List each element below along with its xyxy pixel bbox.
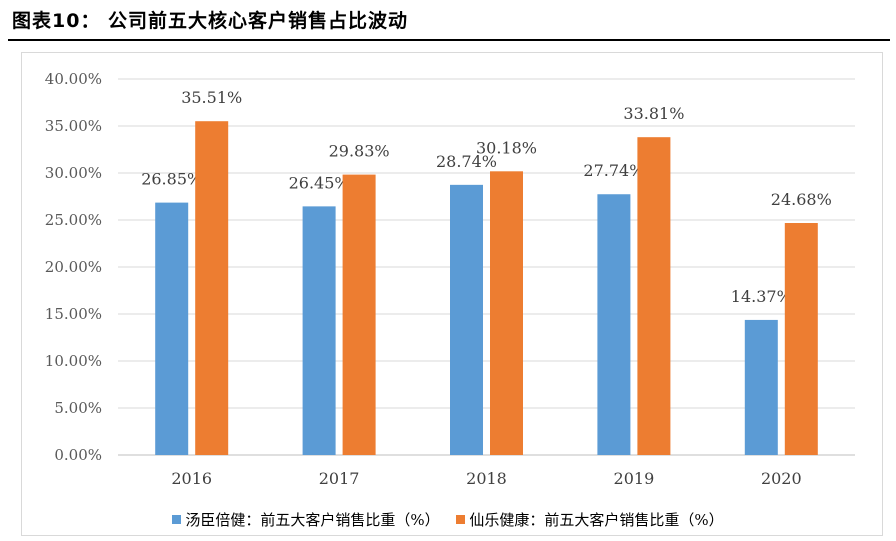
bar-series-1-2017 [302, 206, 336, 455]
y-tick-label-6: 30.00% [45, 164, 102, 182]
bar-series-2-2017 [342, 174, 376, 455]
y-tick-label-0: 0.00% [54, 446, 102, 464]
y-tick-label-8: 40.00% [45, 70, 102, 88]
x-tick-label-2019: 2019 [614, 469, 655, 488]
y-tick-label-3: 15.00% [45, 305, 102, 323]
x-tick-label-2018: 2018 [466, 469, 507, 488]
chart-legend: 汤臣倍健：前五大客户销售比重（%） 仙乐健康：前五大客户销售比重（%） [0, 509, 896, 530]
legend-label-series-1: 汤臣倍健：前五大客户销售比重（%） [185, 511, 440, 529]
data-label-series-2-2018: 30.18% [476, 138, 537, 157]
data-label-series-1-2017: 26.45% [289, 173, 350, 192]
y-tick-label-2: 10.00% [45, 352, 102, 370]
x-tick-label-2017: 2017 [319, 469, 360, 488]
legend-label-series-2: 仙乐健康：前五大客户销售比重（%） [469, 511, 724, 529]
bar-series-2-2020 [784, 223, 818, 455]
bar-series-1-2016 [155, 202, 189, 455]
bar-series-2-2016 [195, 121, 229, 456]
bar-series-1-2020 [744, 319, 778, 455]
data-label-series-2-2019: 33.81% [623, 104, 684, 123]
figure-title: 图表10： 公司前五大核心客户销售占比波动 [12, 10, 409, 32]
y-tick-label-5: 25.00% [45, 211, 102, 229]
bar-series-1-2018 [450, 184, 483, 455]
y-tick-label-4: 20.00% [45, 258, 102, 276]
bar-series-2-2018 [490, 171, 523, 456]
data-label-series-2-2020: 24.68% [771, 190, 832, 209]
data-label-series-1-2020: 14.37% [731, 287, 792, 306]
data-label-series-1-2018: 28.74% [436, 152, 497, 171]
data-label-series-1-2016: 26.85% [141, 170, 202, 189]
legend-swatch-series-2 [456, 515, 466, 524]
data-label-series-2-2016: 35.51% [181, 88, 242, 107]
legend-swatch-series-1 [172, 515, 182, 524]
data-label-series-1-2019: 27.74% [583, 161, 644, 180]
data-label-series-2-2017: 29.83% [329, 142, 390, 161]
x-tick-label-2016: 2016 [171, 469, 212, 488]
x-tick-label-2020: 2020 [761, 469, 802, 488]
y-tick-label-1: 5.00% [54, 399, 102, 417]
legend-item-series-1: 汤臣倍健：前五大客户销售比重（%） [172, 509, 440, 530]
bar-series-2-2019 [637, 137, 671, 455]
chart-border [21, 52, 883, 536]
bar-series-1-2019 [597, 194, 631, 455]
y-tick-label-7: 35.00% [45, 117, 102, 135]
legend-item-series-2: 仙乐健康：前五大客户销售比重（%） [456, 509, 724, 530]
title-rule [8, 39, 890, 41]
